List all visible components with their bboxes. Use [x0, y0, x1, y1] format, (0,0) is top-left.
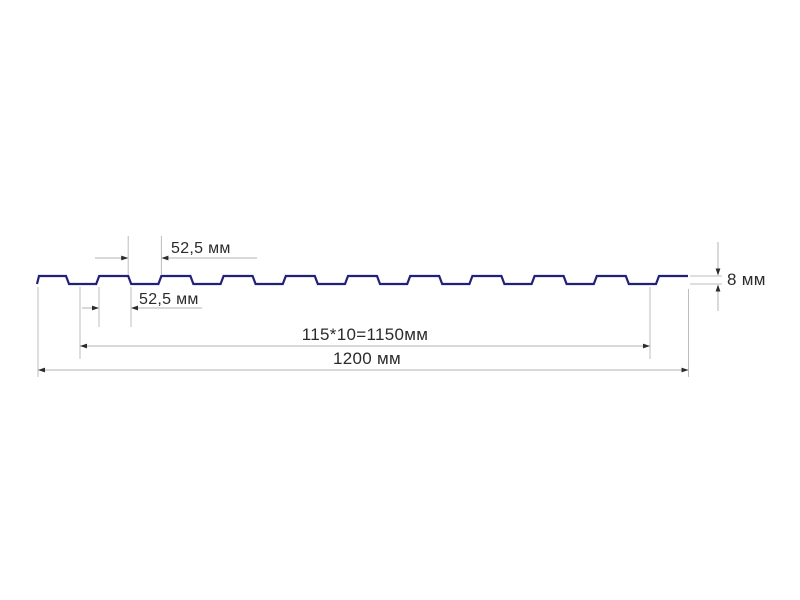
arrowhead-left-icon: [161, 255, 169, 261]
arrowhead-down-icon: [715, 268, 721, 276]
profile-height-label: 8 мм: [727, 270, 766, 289]
dim-valley-width: 52,5 мм: [95, 236, 257, 275]
dim-crest-width: 52,5 мм: [82, 287, 202, 327]
overall-width-label: 1200 мм: [333, 349, 401, 368]
arrowhead-left-icon: [80, 343, 87, 349]
pitch-total-label: 115*10=1150мм: [302, 325, 428, 344]
arrowhead-right-icon: [681, 367, 689, 373]
arrowhead-up-icon: [715, 284, 721, 292]
dim-pitch-total: 115*10=1150мм: [79, 287, 651, 359]
arrowhead-right-icon: [643, 343, 650, 349]
crest-width-label: 52,5 мм: [139, 291, 199, 308]
dim-profile-height: 8 мм: [690, 242, 766, 311]
arrowhead-left-icon: [38, 367, 45, 373]
valley-width-label: 52,5 мм: [171, 240, 231, 257]
arrowhead-left-icon: [131, 305, 138, 311]
arrowhead-right-icon: [92, 305, 99, 311]
arrowhead-right-icon: [121, 255, 129, 261]
sheet-profile-outline: [35, 274, 688, 286]
dim-overall-width: 1200 мм: [37, 287, 689, 377]
